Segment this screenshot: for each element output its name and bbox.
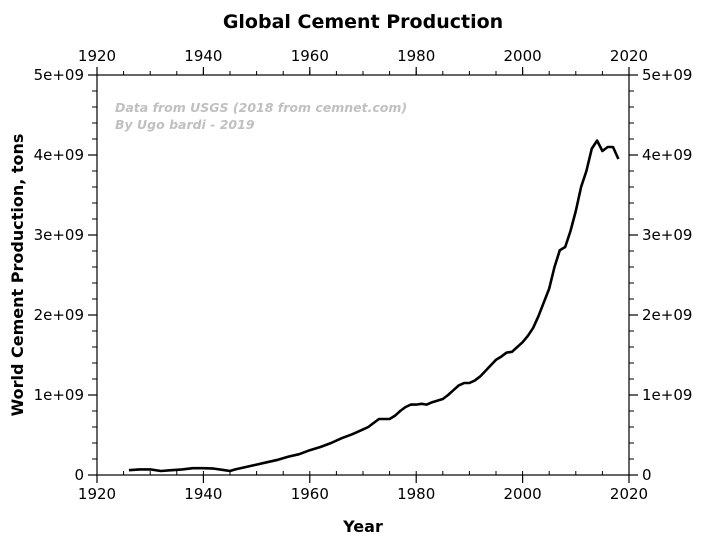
x-tick-label: 1920 <box>78 485 116 503</box>
x-tick-label-top: 2020 <box>610 47 648 65</box>
x-tick-label-top: 2000 <box>504 47 542 65</box>
y-tick-label: 5e+09 <box>34 66 84 84</box>
y-tick-label-right: 4e+09 <box>642 146 692 164</box>
x-tick-label: 2000 <box>504 485 542 503</box>
x-tick-label-top: 1980 <box>397 47 435 65</box>
y-tick-label-right: 3e+09 <box>642 226 692 244</box>
x-tick-label-top: 1920 <box>78 47 116 65</box>
x-tick-label: 1940 <box>184 485 222 503</box>
y-tick-label: 3e+09 <box>34 226 84 244</box>
y-tick-label-right: 2e+09 <box>642 306 692 324</box>
annotation-author: By Ugo bardi - 2019 <box>115 117 255 132</box>
y-tick-label-right: 0 <box>642 466 652 484</box>
x-tick-label: 1980 <box>397 485 435 503</box>
y-tick-label: 4e+09 <box>34 146 84 164</box>
x-tick-label: 2020 <box>610 485 648 503</box>
chart-title: Global Cement Production <box>223 11 503 33</box>
y-tick-label: 0 <box>74 466 84 484</box>
x-tick-label: 1960 <box>291 485 329 503</box>
x-tick-label-top: 1940 <box>184 47 222 65</box>
y-axis-label: World Cement Production, tons <box>8 134 27 417</box>
x-axis-label: Year <box>342 517 383 536</box>
annotation-source: Data from USGS (2018 from cemnet.com) <box>115 100 407 115</box>
y-tick-label-right: 5e+09 <box>642 66 692 84</box>
series-line <box>128 139 620 473</box>
x-tick-label-top: 1960 <box>291 47 329 65</box>
plot-frame <box>96 74 630 476</box>
y-tick-label: 2e+09 <box>34 306 84 324</box>
y-tick-label: 1e+09 <box>34 386 84 404</box>
y-tick-label-right: 1e+09 <box>642 386 692 404</box>
